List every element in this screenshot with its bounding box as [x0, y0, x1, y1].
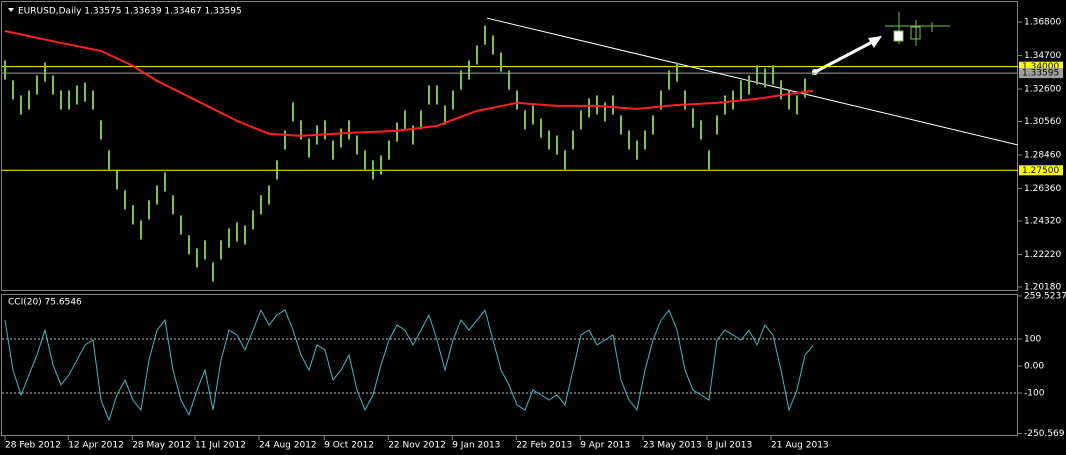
x-tick-label: 22 Nov 2012: [388, 441, 446, 451]
x-tick-label: 9 Apr 2013: [580, 441, 630, 451]
moving-average: [4, 30, 814, 137]
x-tick-label: 23 May 2013: [643, 441, 702, 451]
y-tick-label: -250.569: [1024, 429, 1065, 439]
x-tick-label: 9 Jan 2013: [452, 441, 500, 451]
cci-line: [4, 308, 814, 422]
x-tick-label: 22 Feb 2013: [516, 441, 572, 451]
y-tick-label: 1.30560: [1024, 117, 1061, 127]
projected-candle: [910, 26, 921, 40]
level-label: 1.27500: [1022, 166, 1059, 176]
menu-triangle: [8, 8, 14, 12]
y-tick-label: 1.20180: [1024, 282, 1061, 292]
level-label: 1.34000: [1022, 62, 1059, 72]
y-tick-label: 1.22220: [1024, 250, 1061, 260]
y-tick-label: -100: [1024, 388, 1045, 398]
y-tick-label: 100: [1024, 335, 1041, 345]
projection: [812, 12, 950, 75]
price-panel-frame: [1, 1, 1018, 291]
arrow-head: [868, 36, 882, 48]
y-tick-label: 1.28460: [1024, 150, 1061, 160]
cci-panel-frame: [1, 294, 1018, 436]
level-label-bg: [1019, 61, 1063, 72]
y-tick-label: 1.26360: [1024, 184, 1061, 194]
x-tick-label: 11 Jul 2012: [195, 441, 246, 451]
chart-title: EURUSD,Daily 1.33575 1.33639 1.33467 1.3…: [18, 7, 242, 17]
y-tick-label: 1.32600: [1024, 85, 1061, 95]
y-tick-label: 0.00: [1024, 361, 1044, 371]
y-tick-label: 1.36800: [1024, 18, 1061, 28]
y-tick-label: 1.34700: [1024, 51, 1061, 61]
x-tick-label: 28 Feb 2012: [5, 441, 61, 451]
level-label: 1.33595: [1022, 69, 1059, 79]
x-tick-label: 9 Oct 2012: [324, 441, 374, 451]
y-tick-label: 1.24320: [1024, 216, 1061, 226]
bars: [4, 25, 814, 282]
projected-candle: [893, 30, 904, 42]
trendline: [486, 17, 1018, 146]
x-tick-label: 12 Apr 2012: [68, 441, 124, 451]
x-tick-label: 24 Aug 2012: [259, 441, 317, 451]
x-tick-label: 8 Jul 2013: [707, 441, 752, 451]
level-label-bg: [1019, 165, 1063, 176]
y-tick-label: 259.5237: [1024, 291, 1066, 301]
x-tick-label: 28 May 2012: [132, 441, 191, 451]
cci-title: CCI(20) 75.6546: [8, 298, 82, 308]
projection-arrow: [814, 38, 877, 74]
x-tick-label: 21 Aug 2013: [771, 441, 829, 451]
level-label-bg: [1019, 68, 1063, 79]
